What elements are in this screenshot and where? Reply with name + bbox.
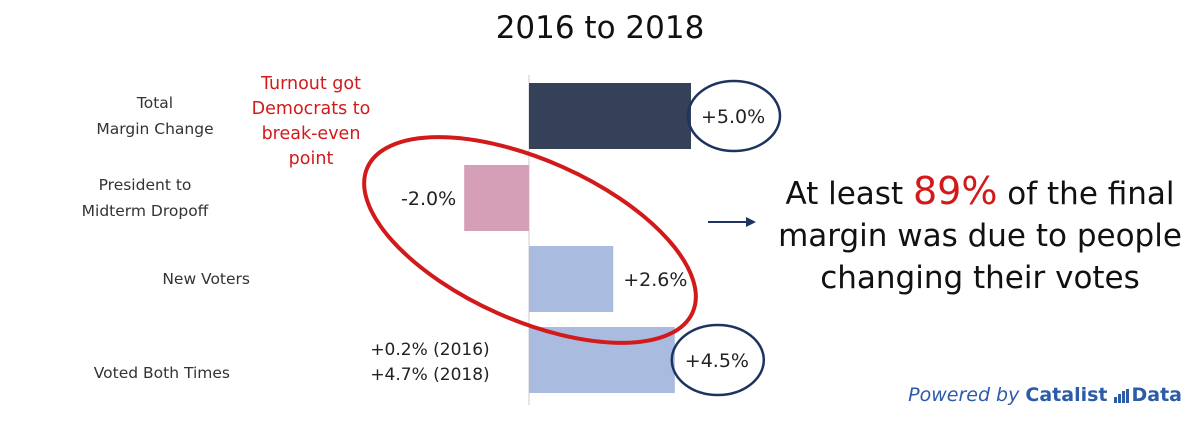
- callout-line-1: At least 89% of the final: [760, 170, 1200, 215]
- turnout-line: break-even: [261, 124, 361, 144]
- highlight-circle-3: [670, 323, 766, 397]
- category-label-total: Total Margin Change: [40, 90, 270, 142]
- bar-value-label-0: +5.0%: [701, 106, 765, 128]
- callout-line-3: changing their votes: [820, 260, 1140, 296]
- category-label-new-voters: New Voters: [40, 266, 250, 292]
- brand-suffix: Data: [1131, 384, 1183, 406]
- callout-text: At least 89% of the final margin was due…: [760, 170, 1200, 299]
- category-label-line: Total: [136, 94, 174, 112]
- turnout-ellipse: [362, 135, 698, 345]
- category-label-line: Voted Both Times: [93, 364, 230, 382]
- chart-title: 2016 to 2018: [495, 10, 705, 46]
- bar-chart-icon: [1113, 386, 1130, 408]
- powered-by-text: Powered by: [908, 384, 1020, 406]
- brand-name: Catalist: [1025, 384, 1108, 406]
- category-label-voted-both: Voted Both Times: [20, 360, 230, 386]
- category-label-line: Midterm Dropoff: [81, 202, 209, 220]
- callout-prefix: At least: [785, 176, 913, 212]
- turnout-line: point: [288, 149, 334, 169]
- bar-1: [464, 165, 529, 231]
- turnout-line: Turnout got: [260, 74, 361, 94]
- category-label-line: New Voters: [162, 270, 250, 288]
- callout-arrowhead-icon: [746, 217, 756, 227]
- bar-2: [529, 246, 614, 312]
- category-label-line: President to: [98, 176, 192, 194]
- detail-2018: +4.7% (2018): [370, 365, 490, 385]
- category-label-line: Margin Change: [96, 120, 214, 138]
- callout-highlight: 89%: [912, 169, 998, 213]
- category-label-dropoff: President to Midterm Dropoff: [20, 172, 270, 224]
- callout-line-2: margin was due to people: [778, 218, 1182, 254]
- powered-by-logo: Powered by Catalist Data: [908, 384, 1182, 408]
- detail-2016: +0.2% (2016): [370, 340, 490, 360]
- bar-value-label-1: -2.0%: [401, 188, 456, 210]
- bar-0: [529, 83, 691, 149]
- bar-value-label-3: +4.5%: [685, 350, 749, 372]
- turnout-annotation: Turnout got Democrats to break-even poin…: [226, 72, 396, 172]
- callout-suffix: of the final: [997, 176, 1175, 212]
- bar-value-label-2: +2.6%: [623, 269, 687, 291]
- highlight-circle-0: [686, 79, 782, 153]
- bar-3: [529, 327, 675, 393]
- turnout-line: Democrats to: [251, 99, 371, 119]
- voted-both-detail: +0.2% (2016) +4.7% (2018): [340, 338, 520, 388]
